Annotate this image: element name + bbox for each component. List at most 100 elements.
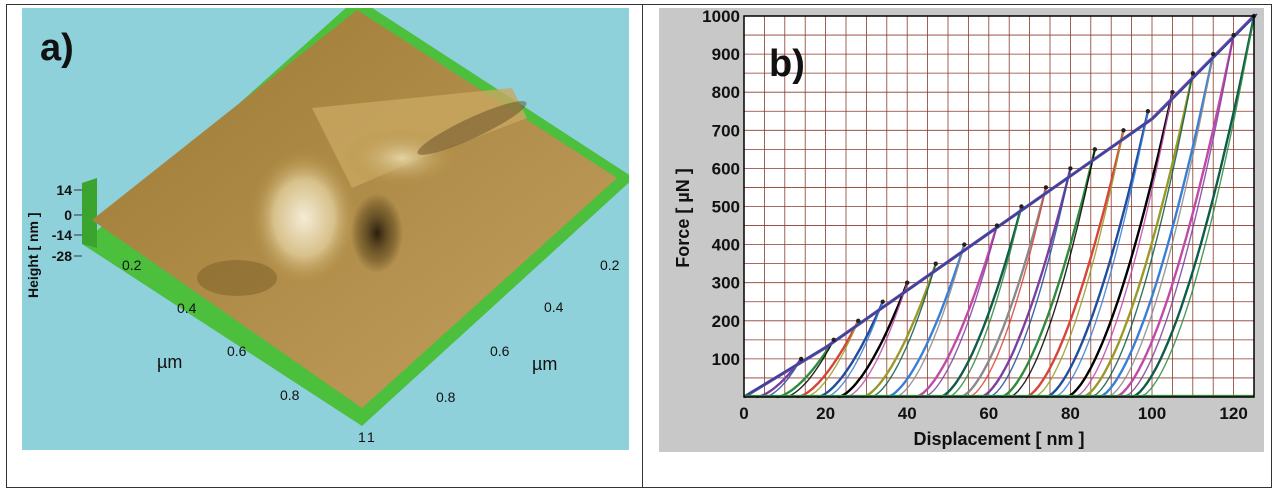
x-axis-label: Displacement [ nm ] bbox=[913, 429, 1084, 449]
reloading-curve bbox=[923, 225, 998, 398]
unloading-curve bbox=[862, 263, 937, 399]
unloading-curve bbox=[980, 168, 1072, 399]
left-axis-ticks: 0.2 0.4 0.6 0.8 1 bbox=[122, 257, 366, 445]
x-tick-label: 100 bbox=[1138, 404, 1166, 423]
x-tick-label: 20 bbox=[816, 404, 835, 423]
height-tick-label: 0 bbox=[64, 207, 72, 223]
force-displacement-chart: 0 20 40 60 80 100 120 100 200 300 400 500 600 700 800… bbox=[659, 8, 1264, 452]
y-ticks: 100 200 300 400 500 600 700 800 900 1000 bbox=[702, 8, 740, 369]
peak-point bbox=[856, 318, 861, 323]
afm-valley-shadow bbox=[197, 260, 277, 296]
reloading-curve bbox=[1090, 73, 1194, 398]
y-tick-label: 900 bbox=[712, 45, 740, 64]
y-tick-label: 600 bbox=[712, 159, 740, 178]
y-unit-label: µm bbox=[532, 354, 557, 374]
unloading-curve bbox=[886, 244, 966, 399]
y-tick-label: 200 bbox=[712, 312, 740, 331]
unloading-curve bbox=[1045, 111, 1150, 399]
reloading-curve bbox=[805, 320, 859, 398]
x-unit-label: µm bbox=[157, 352, 182, 372]
reloading-curve bbox=[1074, 92, 1174, 398]
height-ticks: 14 0 -14 -28 bbox=[52, 182, 82, 264]
height-tick-label: -28 bbox=[52, 248, 72, 264]
series bbox=[743, 13, 1258, 399]
reloading-curve bbox=[947, 206, 1023, 398]
peak-point bbox=[1190, 70, 1195, 76]
panel-b-label: b) bbox=[769, 43, 805, 85]
unloading-curve bbox=[915, 225, 999, 399]
left-tick-label: 1 bbox=[358, 429, 366, 445]
unloading-curve bbox=[1065, 91, 1174, 399]
afm-bump-main bbox=[249, 148, 359, 288]
unloading-curve bbox=[1000, 149, 1097, 399]
peak-point bbox=[1170, 90, 1175, 95]
right-axis-ticks: 0.2 0.4 0.6 0.8 1 bbox=[367, 257, 620, 445]
peak-point bbox=[1043, 185, 1049, 190]
unloading-curve bbox=[1025, 130, 1125, 399]
reloading-curve bbox=[894, 244, 965, 398]
reloading-curve bbox=[1008, 149, 1096, 398]
unloading-curve bbox=[939, 206, 1023, 399]
reloading-curve bbox=[1106, 53, 1214, 398]
left-tick-label: 0.6 bbox=[227, 343, 247, 359]
unloading-curve bbox=[1131, 15, 1256, 399]
x-tick-label: 80 bbox=[1061, 404, 1080, 423]
peak-point bbox=[994, 223, 1000, 228]
right-tick-label: 1 bbox=[367, 429, 375, 445]
reloading-curve bbox=[1053, 111, 1149, 398]
y-tick-label: 300 bbox=[712, 274, 740, 293]
afm-ridge-shadow bbox=[417, 101, 527, 155]
peak-point bbox=[798, 356, 804, 362]
left-tick-label: 0.4 bbox=[177, 300, 197, 316]
right-tick-label: 0.2 bbox=[600, 257, 620, 273]
reloading-curve bbox=[1033, 130, 1125, 398]
plot-border bbox=[743, 15, 1255, 398]
reloading-curve bbox=[870, 263, 937, 398]
x-tick-label: 60 bbox=[979, 404, 998, 423]
reloading-curve bbox=[1123, 34, 1235, 398]
unloading-curve bbox=[959, 187, 1048, 399]
left-tick-label: 0.8 bbox=[280, 387, 300, 403]
peak-point bbox=[905, 280, 910, 285]
peak-point bbox=[1231, 32, 1236, 38]
reloading-curve bbox=[845, 282, 908, 398]
height-tick-label: 14 bbox=[56, 182, 72, 198]
unloading-curve bbox=[837, 282, 909, 399]
peak-point bbox=[880, 299, 885, 304]
unloading-curve bbox=[1098, 53, 1215, 399]
grid bbox=[744, 16, 1254, 397]
reloading-curve bbox=[968, 187, 1047, 398]
panel-divider bbox=[642, 4, 643, 488]
y-tick-label: 500 bbox=[712, 198, 740, 217]
unloading-curve bbox=[776, 339, 835, 399]
height-tick-label: -14 bbox=[52, 227, 72, 243]
right-tick-label: 0.4 bbox=[544, 299, 564, 315]
panel-a-label: a) bbox=[40, 27, 74, 69]
figure-frame bbox=[6, 4, 1272, 488]
unloading-curve bbox=[796, 320, 860, 399]
unloading-curve bbox=[1082, 72, 1194, 399]
peak-point bbox=[1092, 147, 1098, 152]
unloading-curve bbox=[817, 301, 884, 399]
right-tick-label: 0.8 bbox=[436, 389, 456, 405]
loading-envelope-secondary bbox=[746, 13, 1258, 396]
afm-bump-secondary bbox=[342, 128, 462, 188]
y-tick-label: 700 bbox=[712, 121, 740, 140]
y-axis-label: Force [ µN ] bbox=[673, 168, 693, 267]
x-tick-label: 120 bbox=[1219, 404, 1247, 423]
x-tick-label: 0 bbox=[739, 404, 748, 423]
x-ticks: 0 20 40 60 80 100 120 bbox=[739, 404, 1248, 423]
reloading-curve bbox=[784, 339, 835, 398]
peak-point bbox=[933, 261, 938, 266]
afm-3d-panel: a) Height [ nm ] 14 0 -14 -28 0.2 0.4 0.6 0.8 1… bbox=[22, 8, 629, 450]
y-tick-label: 100 bbox=[712, 350, 740, 369]
peak-point bbox=[1145, 109, 1151, 114]
peak-point bbox=[1211, 51, 1216, 57]
unloading-curve bbox=[1114, 34, 1235, 399]
right-tick-label: 0.6 bbox=[490, 343, 510, 359]
peak-point bbox=[1121, 128, 1126, 133]
x-tick-label: 40 bbox=[898, 404, 917, 423]
peak-point bbox=[831, 337, 836, 343]
afm-base-side bbox=[82, 178, 97, 248]
height-axis-label: Height [ nm ] bbox=[25, 212, 41, 298]
